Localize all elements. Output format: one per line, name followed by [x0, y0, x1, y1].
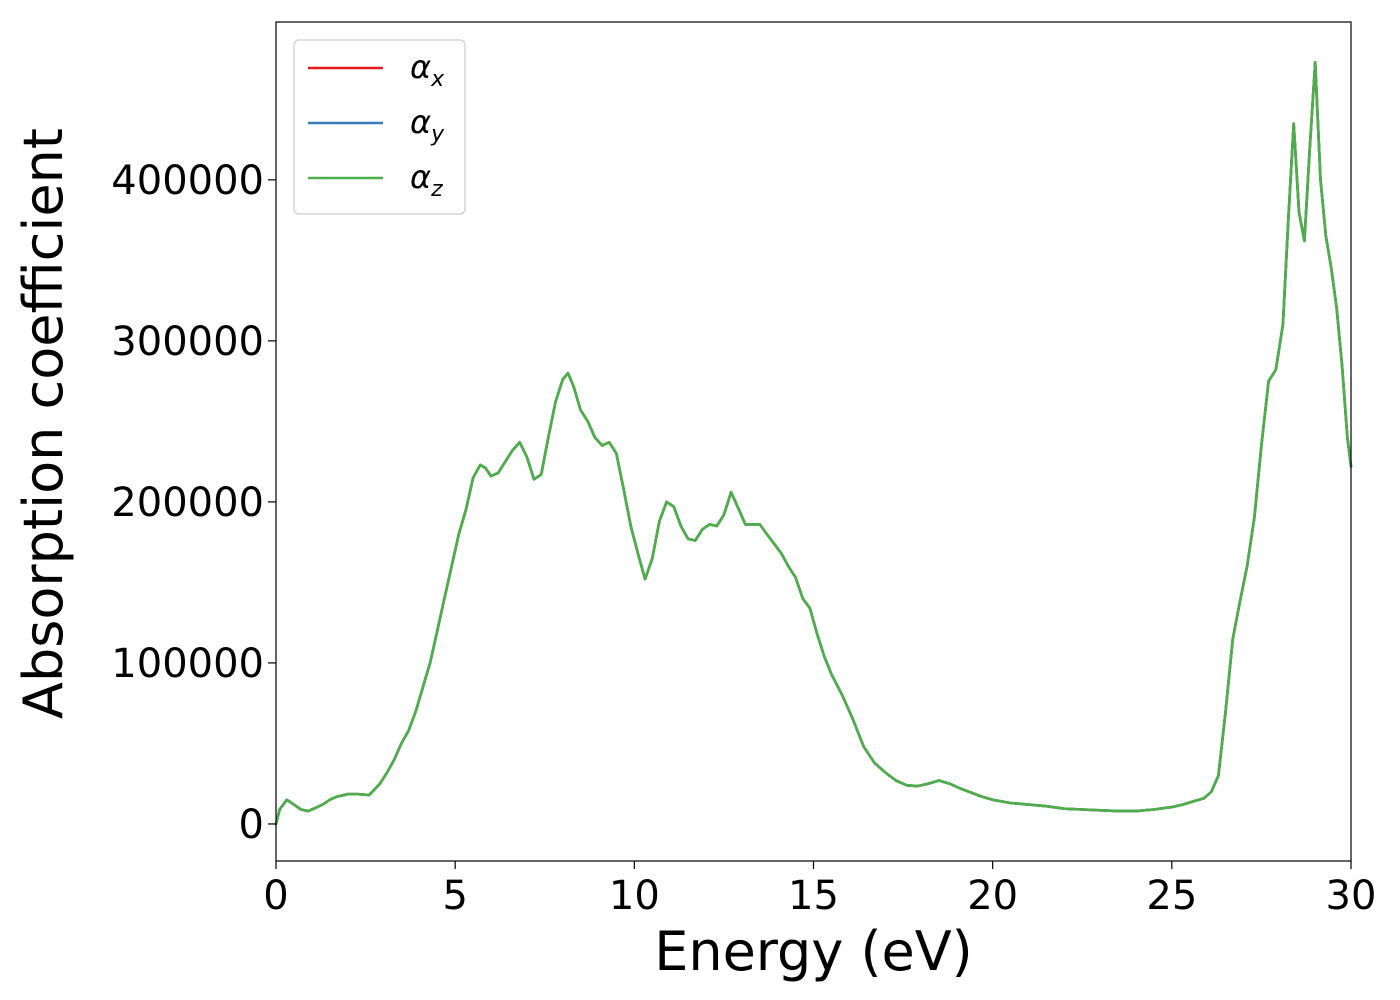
x-tick-label: 0	[263, 873, 288, 919]
y-axis: 0 100000 200000 300000 400000	[111, 158, 276, 848]
y-axis-title: Absorption coefficient	[12, 128, 75, 719]
series-line-3	[274, 61, 1353, 826]
legend-label: αz	[410, 158, 443, 202]
x-tick-label: 5	[442, 873, 467, 919]
x-tick-label: 15	[788, 873, 839, 919]
y-tick-label: 0	[239, 802, 264, 848]
y-tick-label: 200000	[111, 480, 264, 526]
x-tick-label: 30	[1326, 873, 1377, 919]
x-tick-label: 10	[609, 873, 660, 919]
y-tick-label: 400000	[111, 158, 264, 204]
legend-label: αx	[410, 48, 445, 92]
x-axis: 0 5 10 15 20 25 30	[263, 861, 1376, 919]
x-axis-title: Energy (eV)	[654, 920, 973, 983]
series-layer	[274, 61, 1353, 826]
legend: αx αy αz	[293, 39, 466, 215]
x-tick-label: 20	[967, 873, 1018, 919]
legend-box	[293, 39, 466, 215]
x-tick-label: 25	[1146, 873, 1197, 919]
y-tick-label: 300000	[111, 319, 264, 365]
y-tick-label: 100000	[111, 641, 264, 687]
legend-label: αy	[410, 103, 445, 147]
